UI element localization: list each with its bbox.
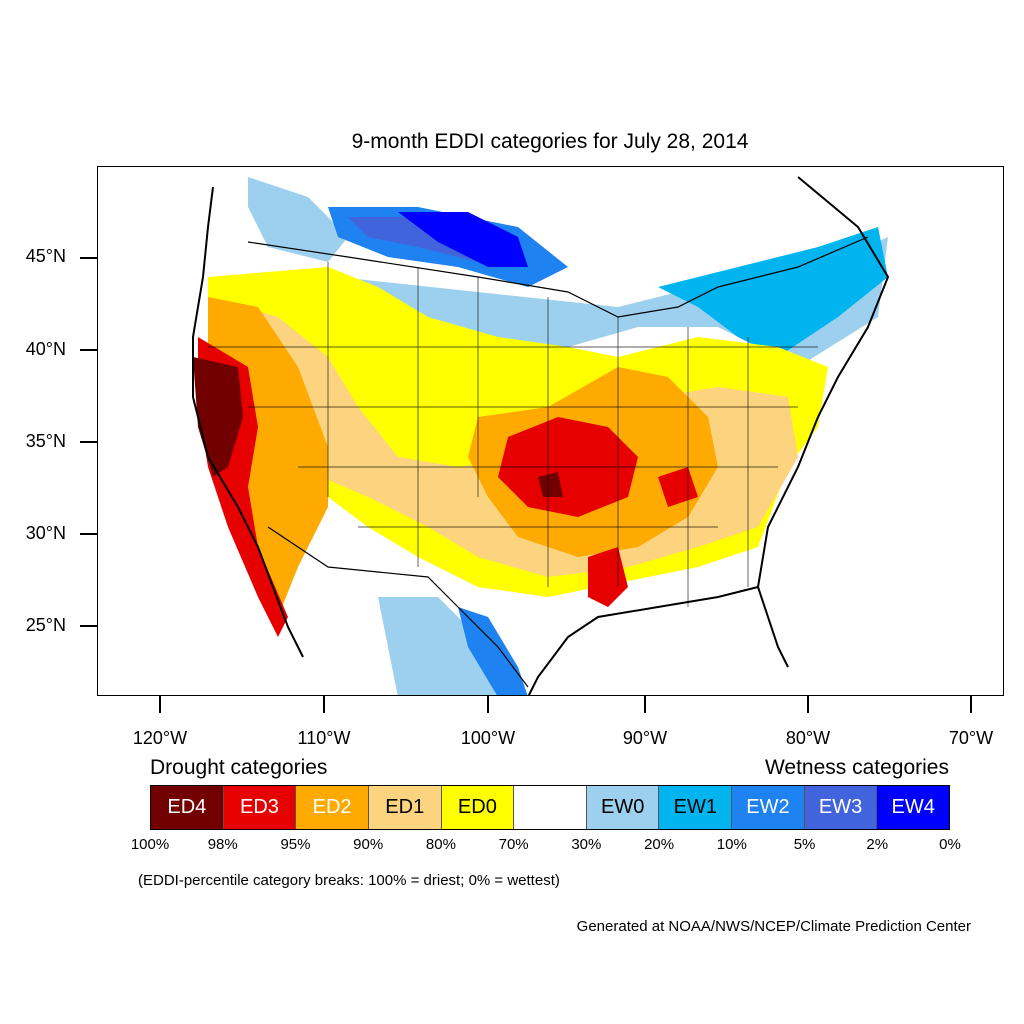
lat-tick: [80, 257, 97, 259]
drought-ed4-plains: [538, 472, 563, 497]
legend-category-ew0: EW0: [586, 786, 660, 829]
legend-category-ed1: ED1: [368, 786, 442, 829]
wet-region-ew4: [398, 212, 528, 267]
legend-category-ed0: ED0: [441, 786, 515, 829]
map-title: 9-month EDDI categories for July 28, 201…: [351, 130, 749, 153]
wet-region-northwest: [248, 177, 348, 262]
lon-label-100w: 100°W: [460, 728, 516, 748]
drought-categories-title: Drought categories: [150, 756, 328, 779]
lon-label-70w: 70°W: [948, 728, 994, 748]
legend-category-ed3: ED3: [223, 786, 297, 829]
lat-label-45: 45°N: [25, 246, 66, 266]
category-note: (EDDI-percentile category breaks: 100% =…: [138, 872, 560, 889]
legend-category-neutral: [514, 786, 587, 829]
lon-label-80w: 80°W: [785, 728, 831, 748]
wetness-categories-title: Wetness categories: [764, 756, 949, 779]
lon-tick: [970, 696, 972, 713]
wet-region-texas-coast: [458, 607, 528, 695]
legend-category-ew1: EW1: [659, 786, 733, 829]
lon-tick: [807, 696, 809, 713]
lon-label-110w: 110°W: [297, 728, 351, 748]
lat-label-25: 25°N: [25, 615, 66, 635]
percentile-label: 0%: [939, 836, 961, 853]
wet-region-great-lakes: [658, 227, 888, 357]
lat-tick: [80, 441, 97, 443]
lat-label-35: 35°N: [25, 431, 66, 451]
percentile-label: 95%: [280, 836, 311, 853]
category-legend: ED4 ED3 ED2 ED1 ED0 EW0 EW1 EW2 EW3 EW4: [150, 785, 950, 830]
credit-line: Generated at NOAA/NWS/NCEP/Climate Predi…: [576, 918, 971, 935]
percentile-label: 10%: [716, 836, 747, 853]
legend-category-ew4: EW4: [877, 786, 950, 829]
percentile-label: 70%: [498, 836, 529, 853]
lon-tick: [644, 696, 646, 713]
coastline: [192, 176, 890, 695]
legend-category-ed2: ED2: [296, 786, 369, 829]
legend-category-ew3: EW3: [804, 786, 878, 829]
map-frame: [97, 166, 1004, 696]
legend-category-ew2: EW2: [732, 786, 805, 829]
legend-category-ed4: ED4: [151, 786, 224, 829]
lon-tick: [323, 696, 325, 713]
lat-label-40: 40°N: [25, 339, 66, 359]
percentile-label: 20%: [644, 836, 675, 853]
lat-tick: [80, 625, 97, 627]
lat-tick: [80, 533, 97, 535]
mexico-border: [267, 526, 529, 688]
lon-label-90w: 90°W: [622, 728, 668, 748]
eddi-map: [192, 176, 890, 695]
state-lines: [208, 262, 818, 607]
percentile-label: 90%: [353, 836, 384, 853]
lat-tick: [80, 349, 97, 351]
percentile-label: 5%: [793, 836, 816, 853]
percentile-label: 30%: [571, 836, 602, 853]
percentile-label: 80%: [425, 836, 456, 853]
lon-label-120w: 120°W: [132, 728, 188, 748]
percentile-label: 98%: [207, 836, 238, 853]
lat-label-30: 30°N: [25, 523, 66, 543]
percentile-label: 100%: [130, 836, 170, 853]
lon-tick: [487, 696, 489, 713]
lon-tick: [159, 696, 161, 713]
percentile-label: 2%: [866, 836, 889, 853]
